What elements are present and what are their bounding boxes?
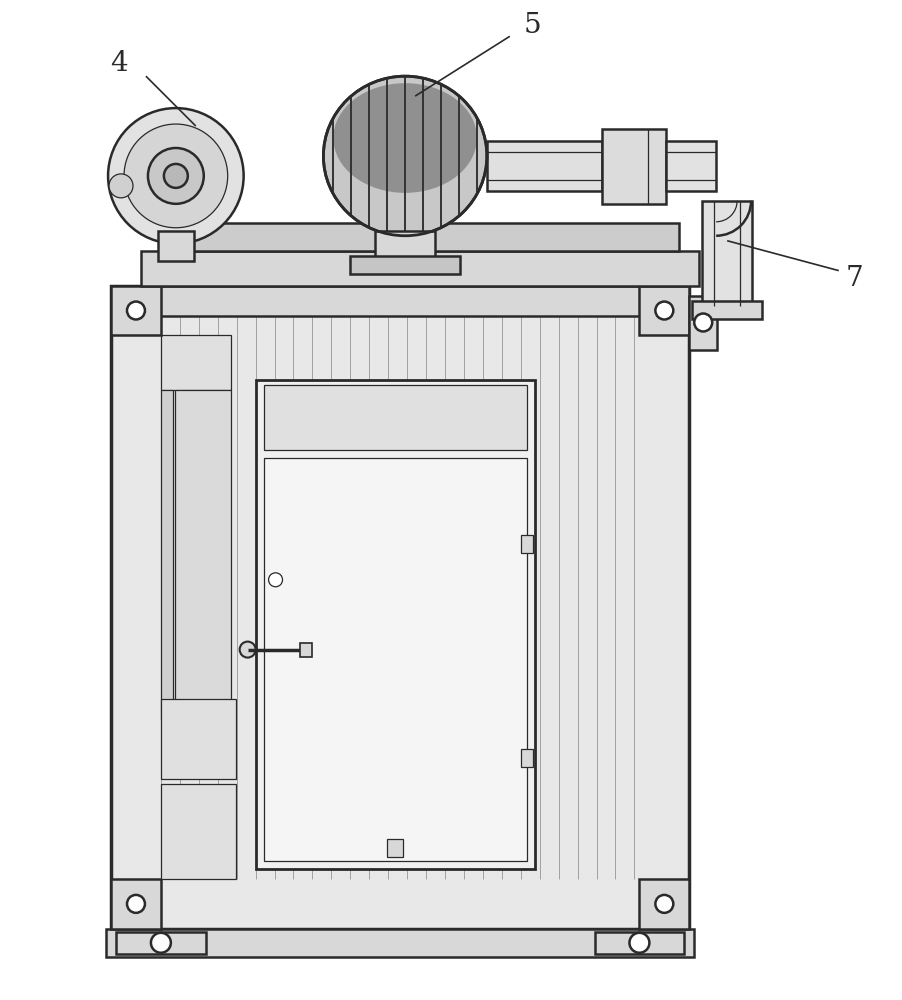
Circle shape bbox=[108, 108, 244, 244]
Bar bbox=[161, 699, 235, 779]
Circle shape bbox=[148, 148, 204, 204]
Bar bbox=[300, 643, 312, 657]
Circle shape bbox=[109, 174, 133, 198]
Bar bbox=[255, 380, 535, 869]
Ellipse shape bbox=[324, 76, 487, 236]
Text: 5: 5 bbox=[524, 12, 541, 39]
Circle shape bbox=[164, 164, 188, 188]
Bar bbox=[594, 932, 685, 954]
Bar bbox=[111, 286, 161, 335]
Bar bbox=[111, 879, 161, 929]
Circle shape bbox=[127, 302, 145, 320]
Bar bbox=[106, 929, 695, 957]
Bar bbox=[350, 256, 460, 274]
Bar bbox=[692, 301, 762, 319]
Bar bbox=[111, 286, 689, 929]
Bar bbox=[689, 296, 717, 350]
Bar bbox=[175, 390, 231, 719]
Bar bbox=[161, 390, 173, 719]
Bar bbox=[263, 385, 527, 450]
Ellipse shape bbox=[334, 83, 477, 193]
Bar bbox=[111, 286, 689, 316]
Bar bbox=[141, 251, 699, 286]
Circle shape bbox=[656, 895, 673, 913]
Bar bbox=[158, 231, 194, 261]
Bar bbox=[667, 141, 716, 191]
Text: 7: 7 bbox=[846, 265, 863, 292]
Circle shape bbox=[656, 302, 673, 320]
Circle shape bbox=[124, 124, 227, 228]
Circle shape bbox=[151, 933, 170, 953]
Bar bbox=[387, 839, 403, 857]
Bar bbox=[116, 932, 206, 954]
Circle shape bbox=[127, 895, 145, 913]
Circle shape bbox=[269, 573, 282, 587]
Bar bbox=[640, 286, 689, 335]
Bar bbox=[520, 535, 533, 553]
Bar bbox=[375, 231, 435, 259]
Circle shape bbox=[630, 933, 649, 953]
Bar bbox=[263, 458, 527, 861]
Bar bbox=[703, 201, 752, 306]
Bar bbox=[602, 129, 667, 204]
Circle shape bbox=[240, 642, 255, 658]
Bar bbox=[487, 141, 602, 191]
Bar bbox=[161, 335, 231, 390]
Bar bbox=[161, 223, 679, 251]
Bar bbox=[520, 749, 533, 767]
Circle shape bbox=[695, 314, 713, 331]
Bar bbox=[640, 879, 689, 929]
Bar bbox=[161, 784, 235, 879]
Text: 4: 4 bbox=[110, 50, 128, 77]
